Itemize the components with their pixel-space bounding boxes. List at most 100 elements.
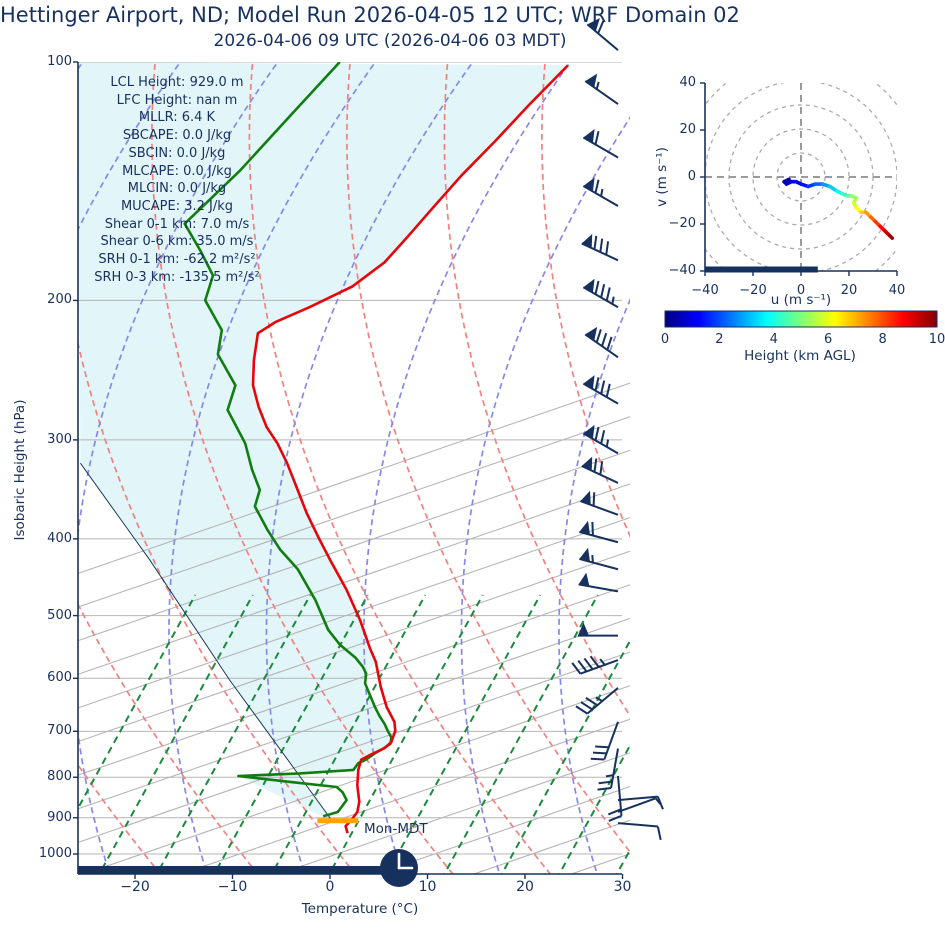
- mixing-ratio-line: [781, 595, 943, 890]
- isotherm-line: [78, 416, 630, 608]
- clock-icon: [380, 849, 418, 887]
- temperature-tick-label: 20: [516, 879, 534, 895]
- wind-barb: [580, 490, 619, 516]
- moist-adiabat-line: [363, 62, 572, 874]
- mixing-ratio-line: [155, 594, 312, 874]
- wind-barb: [579, 547, 619, 571]
- stat-line: SBCAPE: 0.0 J/kg: [122, 128, 232, 144]
- wind-barb: [571, 655, 619, 675]
- mixing-ratio-line: [500, 638, 630, 874]
- hodograph-v-tick-label: −20: [668, 216, 696, 231]
- wind-barb: [582, 278, 619, 309]
- surface-pressure-bar: [78, 866, 386, 874]
- page-title: Hettinger Airport, ND; Model Run 2026-04…: [0, 3, 740, 27]
- mixing-ratio-line: [328, 594, 484, 874]
- wind-barb: [579, 520, 619, 544]
- pressure-tick-label: 900: [47, 809, 72, 825]
- height-colorbar: [665, 311, 937, 327]
- hodograph-trace-segment: [887, 233, 895, 240]
- dewpoint-curve: [183, 62, 393, 818]
- hodograph-u-tick-label: −40: [691, 283, 719, 298]
- colorbar-tick-label: 8: [878, 332, 887, 347]
- surface-time-label: Mon-MDT: [364, 821, 428, 837]
- hodograph-v-tick-label: 40: [679, 75, 696, 90]
- pressure-tick-label: 500: [47, 607, 72, 623]
- wind-barb: [581, 456, 619, 484]
- stat-line: MLCIN: 0.0 J/kg: [127, 181, 227, 197]
- wind-barb: [581, 233, 619, 262]
- hodograph-u-tick-label: 20: [840, 283, 858, 298]
- wind-barb: [617, 822, 662, 841]
- temperature-curve: [251, 64, 569, 834]
- mixing-ratio-line: [385, 594, 542, 874]
- moist-adiabat-line: [78, 62, 279, 874]
- moist-adiabat-line: [460, 116, 630, 874]
- stat-line: MLCAPE: 0.0 J/kg: [122, 163, 232, 179]
- moist-adiabat-line: [558, 297, 630, 874]
- wind-barb: [582, 424, 619, 455]
- mixing-ratio-line: [896, 595, 945, 890]
- stats-block: LCL Height: 929.0 m LFC Height: nan m MLLR…: [66, 74, 288, 286]
- isotherm-line: [179, 718, 630, 874]
- pressure-tick-label: 800: [47, 769, 72, 785]
- mixing-ratio-line: [98, 594, 254, 874]
- temperature-tick-label: −20: [120, 879, 150, 895]
- dry-adiabat-line: [78, 339, 357, 874]
- pressure-tick-label: 400: [47, 530, 72, 546]
- wind-barb: [582, 177, 619, 207]
- moist-adiabat-line: [265, 62, 474, 874]
- pressure-tick-label: 700: [47, 723, 72, 739]
- colorbar-tick-label: 0: [660, 332, 670, 347]
- wind-barb: [584, 326, 619, 359]
- pressure-tick-label: 200: [47, 292, 72, 308]
- dry-adiabat-line: [346, 62, 630, 854]
- colorbar-tick-label: 4: [769, 332, 778, 347]
- hodograph-v-tick-label: 20: [679, 122, 696, 137]
- y-axis-label: Isobaric Height (hPa): [12, 399, 28, 541]
- stat-line: SRH 0-3 km: -135.5 m²/s²: [94, 269, 260, 285]
- pressure-tick-label: 600: [47, 670, 72, 686]
- wind-barb: [617, 797, 662, 813]
- x-axis-label: Temperature (°C): [301, 901, 419, 917]
- colorbar-tick-label: 2: [715, 332, 724, 347]
- isotherm-line: [78, 651, 630, 843]
- dry-adiabat-line: [443, 62, 630, 718]
- wind-barb: [575, 687, 619, 715]
- stat-line: SRH 0-1 km: -62.2 m²/s²: [98, 252, 256, 268]
- isotherm-line: [78, 449, 630, 642]
- isotherm-line: [78, 617, 630, 810]
- mixing-ratio-line: [838, 595, 945, 890]
- valid-time-subtitle: 2026-04-06 09 UTC (2026-04-06 03 MDT): [213, 31, 567, 51]
- stat-line: LCL Height: 929.0 m: [110, 75, 244, 90]
- isotherm-line: [82, 685, 630, 874]
- stat-line: MLLR: 6.4 K: [138, 110, 216, 126]
- stat-line: SBCIN: 0.0 J/kg: [128, 145, 226, 161]
- dry-adiabat-line: [78, 602, 259, 874]
- hodograph-v-tick-label: −40: [668, 263, 696, 278]
- temperature-tick-label: 0: [325, 879, 335, 895]
- wind-barb: [586, 17, 619, 51]
- mixing-ratio-line: [443, 594, 599, 874]
- colorbar-border: [664, 310, 938, 328]
- wind-barb: [582, 375, 619, 405]
- wind-barb: [597, 748, 619, 791]
- hodograph-u-tick-label: 0: [796, 283, 806, 298]
- mixing-ratio-line: [615, 847, 630, 874]
- mixing-ratio-line: [723, 595, 885, 890]
- isotherm-line: [78, 584, 630, 776]
- skewt-plot-area: [78, 62, 945, 890]
- hodograph-storm-bar: [705, 266, 818, 273]
- moist-adiabat-line: [78, 62, 182, 232]
- mixing-ratio-line: [666, 595, 828, 890]
- temperature-tick-label: 30: [613, 879, 632, 895]
- dry-adiabat-line: [151, 62, 454, 874]
- hodograph-v-tick-label: 0: [687, 169, 696, 184]
- colorbar-tick-label: 10: [928, 332, 945, 347]
- hodograph-plot-area: [705, 83, 897, 271]
- mixing-ratio-line: [270, 594, 427, 874]
- dry-adiabat-line: [248, 62, 552, 874]
- pressure-tick-label: 300: [47, 431, 72, 447]
- stat-line: Shear 0-6 km: 35.0 m/s: [100, 234, 254, 250]
